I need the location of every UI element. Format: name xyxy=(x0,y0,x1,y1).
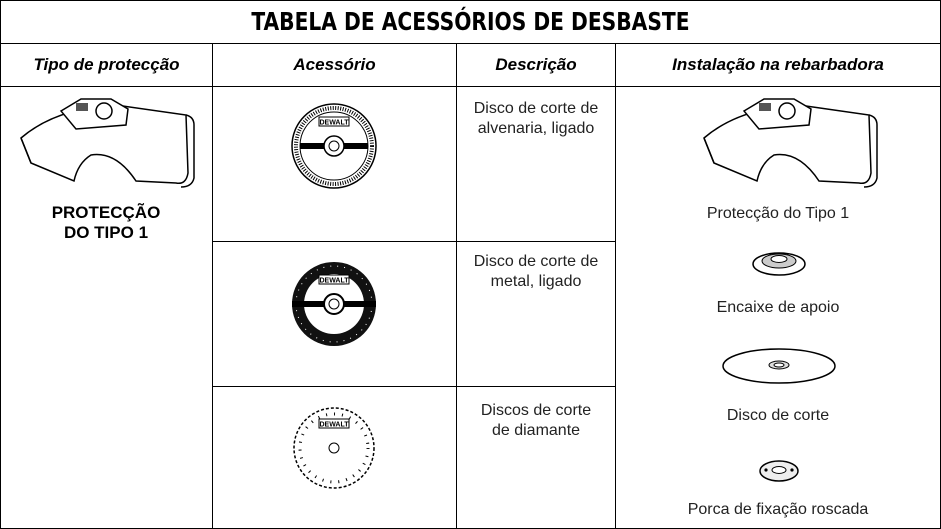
install-label: Protecção do Tipo 1 xyxy=(706,205,850,222)
masonry-disc: DEWALT xyxy=(291,103,377,189)
header: Instalação na rebarbadora xyxy=(672,55,884,74)
header: Descrição xyxy=(495,55,577,74)
guard-illustration xyxy=(703,98,878,188)
install-label: Encaixe de apoio xyxy=(716,299,840,316)
description: Disco de corte de alvenaria, ligado xyxy=(473,100,599,137)
brand: DEWALT xyxy=(319,278,349,285)
header: Acessório xyxy=(293,55,376,74)
guard-type: PROTECÇÃO DO TIPO 1 xyxy=(51,203,161,242)
description: Disco de corte de metal, ligado xyxy=(473,253,599,290)
guard-illustration xyxy=(20,98,195,188)
header: Tipo de protecção xyxy=(33,55,180,74)
table-title: TABELA DE ACESSÓRIOS DE DESBASTE xyxy=(251,7,690,36)
install-label: Porca de fixação roscada xyxy=(687,501,869,518)
backing-flange xyxy=(752,252,806,276)
brand: DEWALT xyxy=(319,120,349,127)
threaded-nut xyxy=(759,460,799,482)
cutting-disc xyxy=(722,348,836,384)
brand: DEWALT xyxy=(319,422,349,429)
install-label: Disco de corte xyxy=(726,407,830,424)
description: Discos de corte de diamante xyxy=(480,402,592,439)
metal-disc: DEWALT xyxy=(292,262,376,346)
diamond-disc: DEWALT xyxy=(293,407,375,489)
